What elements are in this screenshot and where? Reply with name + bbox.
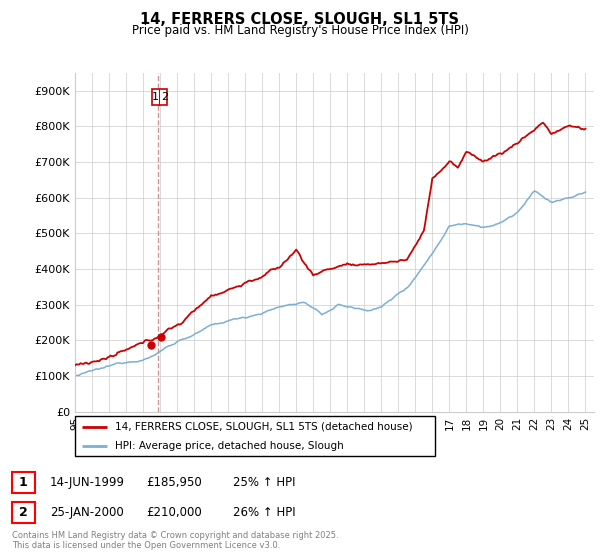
Text: HPI: Average price, detached house, Slough: HPI: Average price, detached house, Slou… <box>115 441 343 450</box>
Text: Contains HM Land Registry data © Crown copyright and database right 2025.
This d: Contains HM Land Registry data © Crown c… <box>12 530 338 550</box>
Text: 25-JAN-2000: 25-JAN-2000 <box>50 506 124 519</box>
Text: Price paid vs. HM Land Registry's House Price Index (HPI): Price paid vs. HM Land Registry's House … <box>131 24 469 37</box>
Text: 14, FERRERS CLOSE, SLOUGH, SL1 5TS (detached house): 14, FERRERS CLOSE, SLOUGH, SL1 5TS (deta… <box>115 422 412 432</box>
Text: 2: 2 <box>19 506 28 519</box>
Text: 14, FERRERS CLOSE, SLOUGH, SL1 5TS: 14, FERRERS CLOSE, SLOUGH, SL1 5TS <box>140 12 460 27</box>
Text: 2: 2 <box>161 92 168 102</box>
FancyBboxPatch shape <box>75 416 435 456</box>
Text: 1: 1 <box>152 92 160 102</box>
Text: 14-JUN-1999: 14-JUN-1999 <box>50 476 125 489</box>
FancyBboxPatch shape <box>152 89 167 105</box>
Text: £185,950: £185,950 <box>146 476 202 489</box>
Text: 1: 1 <box>19 476 28 489</box>
Text: 26% ↑ HPI: 26% ↑ HPI <box>233 506 295 519</box>
Text: £210,000: £210,000 <box>146 506 202 519</box>
Text: 25% ↑ HPI: 25% ↑ HPI <box>233 476 295 489</box>
